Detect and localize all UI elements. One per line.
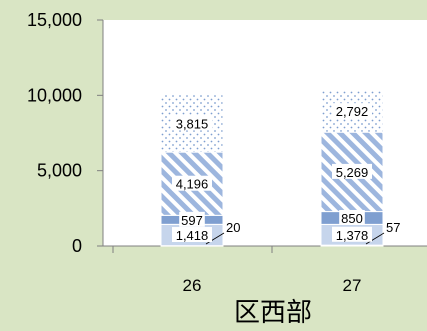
data-label-bg — [332, 163, 372, 179]
data-label: 1,378 — [336, 228, 369, 243]
y-tick-label: 10,000 — [27, 85, 82, 105]
x-tick-label: 27 — [343, 276, 362, 295]
data-label: 597 — [181, 213, 203, 228]
data-label: 57 — [386, 220, 400, 235]
y-tick-label: 0 — [72, 236, 82, 256]
x-tick-label: 26 — [183, 276, 202, 295]
data-label: 3,815 — [176, 116, 209, 131]
data-label: 2,792 — [336, 104, 369, 119]
leader-line — [365, 232, 385, 245]
data-label: 20 — [226, 220, 240, 235]
data-label-bg — [172, 227, 212, 243]
leader-line — [205, 232, 225, 245]
data-label-bg — [332, 103, 372, 119]
data-label-bg — [179, 211, 205, 227]
y-tick-label: 5,000 — [37, 161, 82, 181]
data-label-bg — [339, 209, 365, 225]
data-label: 850 — [341, 211, 363, 226]
chart-title: 区西部 — [234, 297, 312, 327]
data-label-bg — [172, 115, 212, 131]
data-label: 1,418 — [176, 228, 209, 243]
data-label: 4,196 — [176, 177, 209, 192]
y-tick-label: 15,000 — [27, 10, 82, 30]
data-label-bg — [172, 175, 212, 191]
data-label: 5,269 — [336, 165, 369, 180]
data-label-bg — [332, 226, 372, 242]
